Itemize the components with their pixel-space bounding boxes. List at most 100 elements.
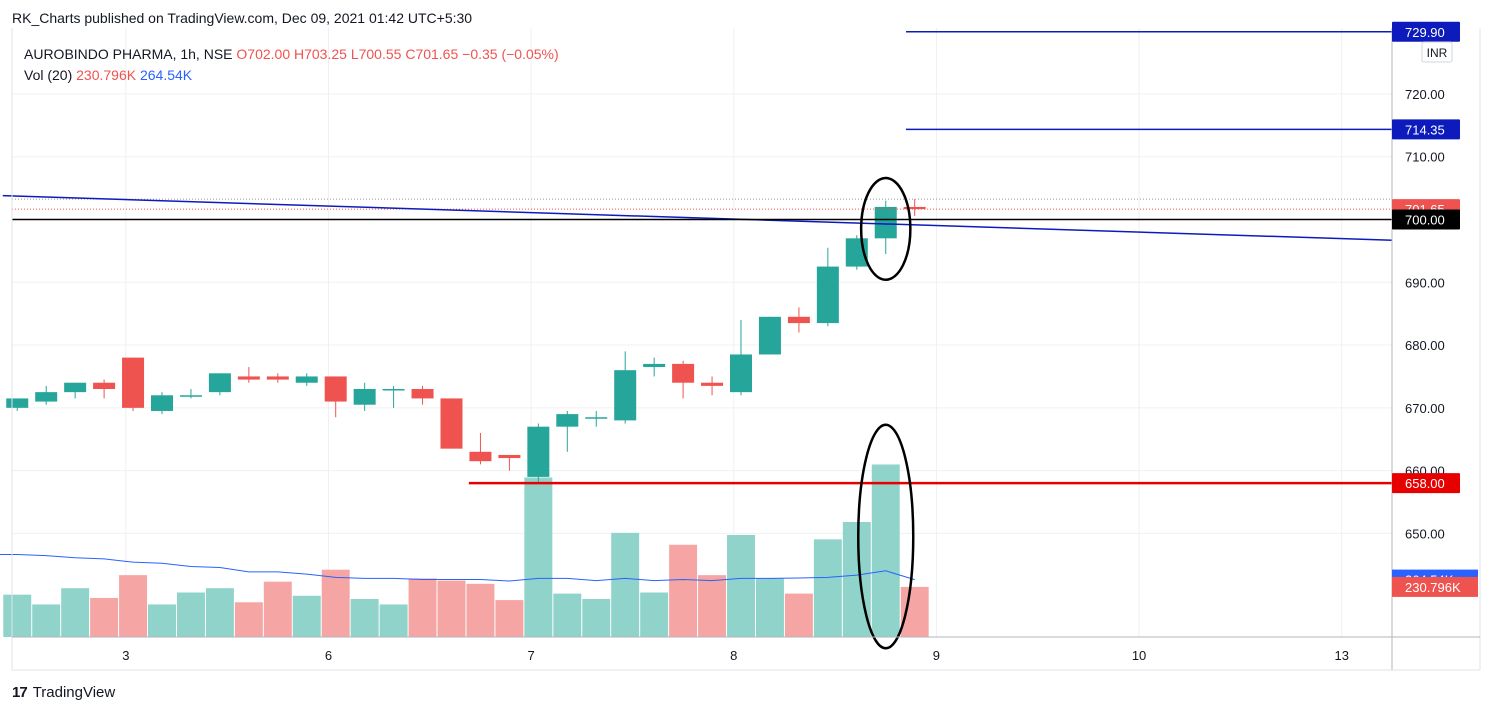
- volume-bar: [524, 477, 553, 637]
- volume-bar: [495, 600, 524, 637]
- candle-body: [643, 363, 666, 368]
- currency-badge-box: [1421, 41, 1453, 63]
- volume-bar: [871, 464, 900, 637]
- candle: [556, 410, 579, 452]
- candle-body: [295, 376, 318, 383]
- price-tick-label: 650.00: [1405, 526, 1445, 541]
- candle-body: [382, 389, 405, 391]
- volume-ma-value: 264.54K: [140, 67, 193, 83]
- candle-body: [556, 414, 579, 427]
- candle-body: [527, 426, 550, 477]
- price-axis-tag-text: 700.00: [1405, 212, 1445, 227]
- price-axis-tag: 714.35: [1392, 119, 1460, 140]
- candle: [643, 357, 666, 377]
- candle: [93, 379, 116, 399]
- volume-bar: [379, 604, 408, 637]
- currency-badge: INR: [1421, 41, 1453, 63]
- candle-body: [64, 382, 87, 393]
- candle: [411, 385, 434, 405]
- ohlc-change: −0.35 (−0.05%): [462, 46, 559, 62]
- candle: [527, 423, 550, 484]
- ohlc-close: C701.65: [405, 46, 462, 62]
- volume-axis-tag: 230.796K: [1392, 576, 1478, 597]
- price-axis-tag: 658.00: [1392, 473, 1460, 494]
- volume-bar: [698, 575, 727, 637]
- candle: [237, 367, 260, 383]
- chart-legend: AUROBINDO PHARMA, 1h, NSE O702.00 H703.2…: [24, 46, 559, 83]
- candle-body: [498, 454, 521, 459]
- price-tick-label: 670.00: [1405, 401, 1445, 416]
- volume-bar: [61, 588, 90, 637]
- volume-bar: [466, 583, 495, 637]
- candle: [440, 398, 463, 449]
- volume-ma-line: [0, 554, 915, 582]
- volume-bar: [437, 580, 466, 637]
- volume-bar: [640, 592, 669, 637]
- candle-body: [469, 451, 492, 462]
- candle: [151, 392, 173, 415]
- volume-bar: [90, 597, 119, 637]
- volume-bar: [408, 578, 437, 637]
- price-tick-label: 720.00: [1405, 87, 1445, 102]
- candle: [730, 319, 752, 396]
- price-tick-label: 680.00: [1405, 338, 1445, 353]
- time-tick-label: 13: [1334, 648, 1348, 663]
- candle-body: [93, 382, 116, 390]
- volume-bar: [119, 575, 148, 637]
- candle: [498, 454, 521, 471]
- time-tick-label: 9: [933, 648, 940, 663]
- candle-body: [730, 354, 752, 393]
- candle-body: [758, 316, 781, 355]
- volume-bar: [148, 604, 176, 637]
- candle: [585, 410, 608, 427]
- price-axis-tag-text: 729.90: [1405, 25, 1445, 40]
- volume-bar: [292, 595, 321, 637]
- volume-bar: [669, 544, 698, 637]
- volume-axis-tag-text: 230.796K: [1405, 580, 1461, 595]
- volume-value: 230.796K: [76, 67, 140, 83]
- candle-body: [324, 376, 347, 402]
- candle-body: [353, 389, 376, 405]
- candle-body: [701, 382, 724, 386]
- candle-body: [672, 363, 695, 383]
- currency-badge-text: INR: [1427, 46, 1448, 60]
- candle: [295, 373, 318, 386]
- ohlc-open: O702.00: [236, 46, 294, 62]
- publish-line: RK_Charts published on TradingView.com, …: [12, 10, 473, 26]
- plot-area: [12, 28, 1392, 637]
- volume-bar: [234, 602, 263, 637]
- candle-body: [585, 417, 608, 419]
- candle-body: [208, 373, 231, 393]
- volume-bar: [755, 578, 784, 637]
- time-tick-label: 7: [527, 648, 534, 663]
- candle-body: [237, 376, 260, 380]
- volume-bar: [553, 593, 582, 637]
- price-axis-tag-text: 658.00: [1405, 476, 1445, 491]
- candle-body: [151, 395, 173, 411]
- candle: [382, 385, 405, 408]
- time-tick-label: 10: [1132, 648, 1146, 663]
- volume-bar: [350, 599, 379, 637]
- candle: [324, 376, 347, 418]
- candle-body: [874, 206, 897, 239]
- volume-legend: Vol (20) 230.796K 264.54K: [24, 67, 193, 83]
- volume-bar: [205, 588, 234, 637]
- candle: [353, 382, 376, 411]
- highlight-ellipse: [859, 176, 912, 282]
- volume-bar: [727, 535, 755, 637]
- candle-body: [411, 389, 434, 399]
- candle: [469, 432, 492, 465]
- highlight-ellipse: [856, 423, 915, 650]
- time-tick-label: 3: [122, 648, 129, 663]
- trend-line: [2, 194, 1393, 241]
- candle: [816, 247, 839, 327]
- volume-bar: [784, 593, 813, 637]
- tradingview-brand[interactable]: 17 TradingView: [12, 684, 115, 701]
- volume-bar: [3, 594, 32, 637]
- candle: [266, 373, 289, 383]
- candle: [64, 382, 87, 399]
- price-axis-tag: 700.00: [1392, 209, 1460, 230]
- candle: [35, 385, 58, 405]
- price-axis-tag-bg: [1392, 473, 1460, 494]
